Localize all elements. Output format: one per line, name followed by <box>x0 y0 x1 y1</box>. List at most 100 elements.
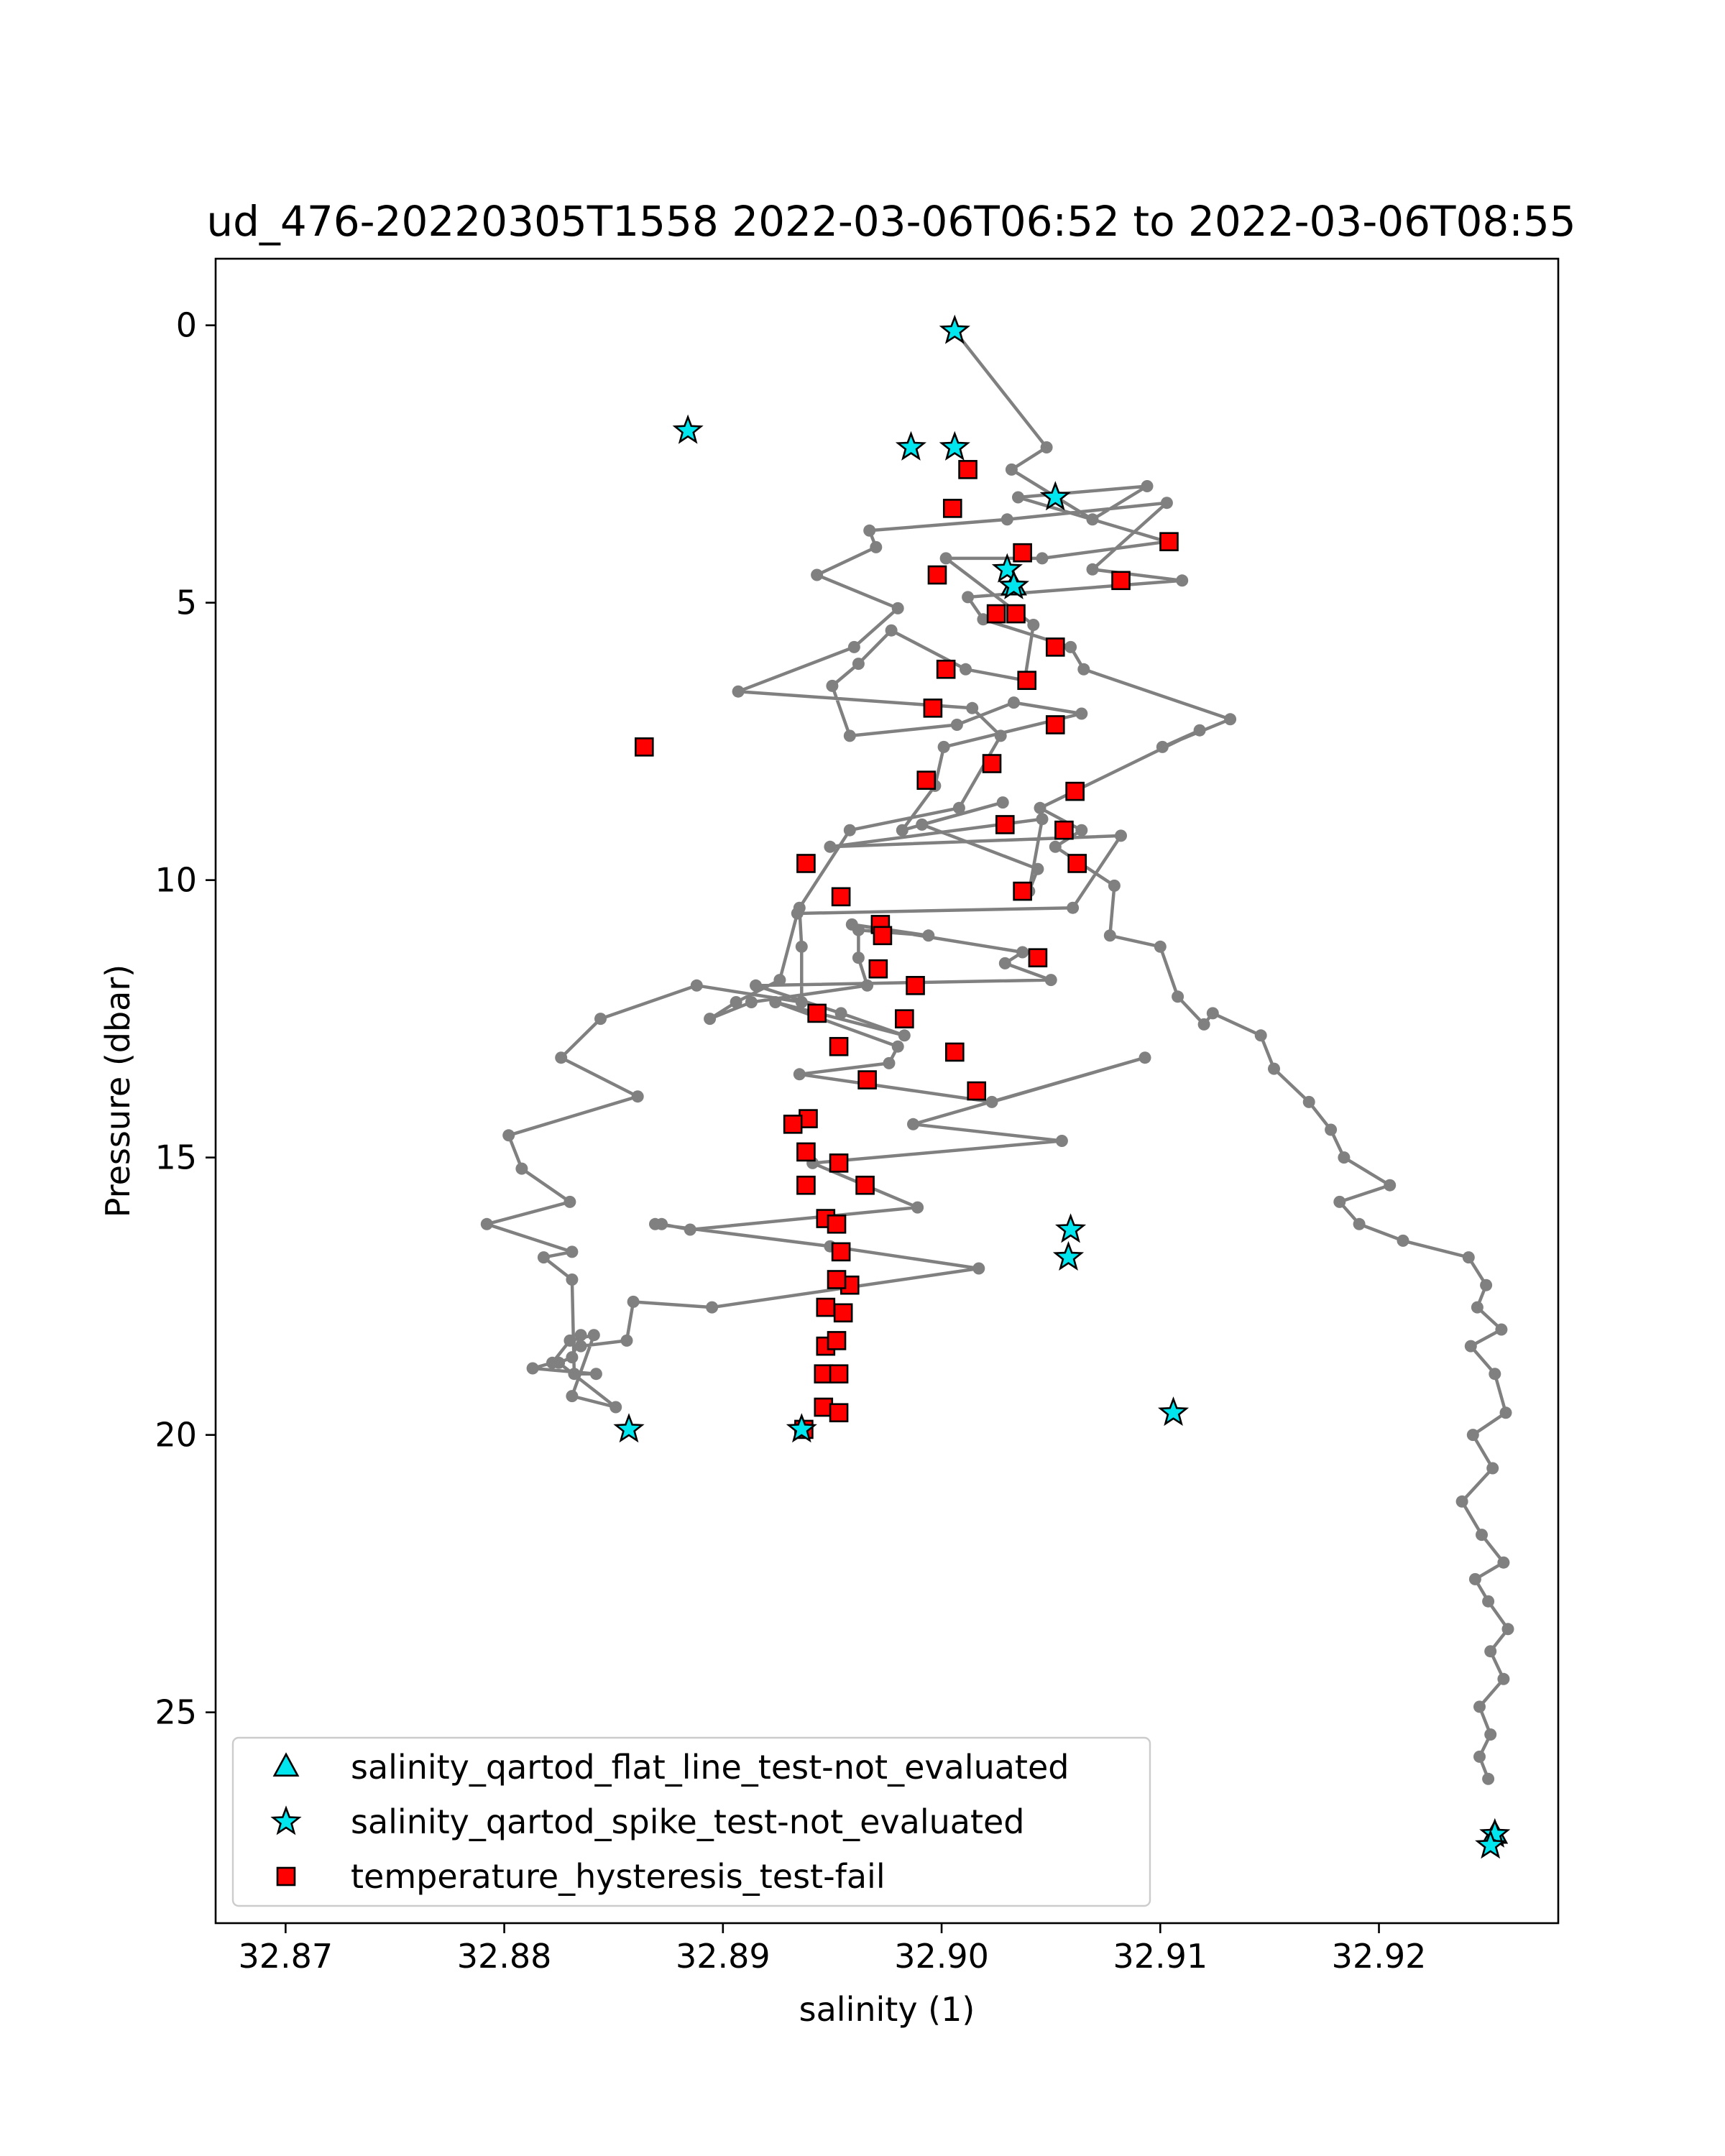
profile-point <box>911 1201 924 1214</box>
profile-point <box>1482 1595 1495 1608</box>
hysteresis-marker <box>855 1175 875 1195</box>
hysteresis-marker <box>634 737 654 757</box>
profile-point <box>515 1162 528 1175</box>
profile-point <box>939 552 952 565</box>
profile-point <box>1464 1340 1477 1353</box>
hysteresis-marker <box>827 1331 847 1350</box>
profile-point <box>1486 1462 1499 1475</box>
hysteresis-marker <box>827 1270 847 1289</box>
profile-point <box>998 957 1011 969</box>
profile-point <box>1031 862 1044 875</box>
profile-point <box>1497 1556 1510 1569</box>
profile-point <box>1055 1135 1068 1147</box>
profile-point <box>1353 1217 1366 1230</box>
x-tick-label: 32.88 <box>457 1937 552 1976</box>
profile-point <box>769 996 782 1008</box>
spike-marker <box>613 1413 645 1443</box>
profile-point <box>1497 1672 1510 1685</box>
profile-point <box>1501 1623 1514 1636</box>
profile-point <box>952 801 965 814</box>
legend-box <box>231 1736 1151 1907</box>
profile-point <box>1473 1750 1486 1763</box>
spike-marker <box>1157 1396 1190 1427</box>
profile-point <box>1473 1700 1486 1713</box>
profile-point <box>1115 829 1127 842</box>
profile-point <box>1108 879 1121 892</box>
spike-marker <box>672 414 704 444</box>
profile-point <box>594 1013 607 1026</box>
hysteresis-marker <box>945 1042 965 1062</box>
profile-point <box>526 1362 539 1375</box>
profile-point <box>566 1273 579 1286</box>
profile-point <box>1064 640 1077 653</box>
profile-point <box>589 1368 602 1381</box>
profile-point <box>546 1356 558 1369</box>
profile-point <box>883 1056 896 1069</box>
profile-point <box>1012 491 1024 504</box>
hysteresis-marker <box>783 1115 803 1134</box>
hysteresis-marker <box>831 1242 851 1262</box>
profile-point <box>1480 1279 1493 1291</box>
profile-point <box>1482 1772 1495 1785</box>
profile-point <box>1086 563 1099 576</box>
spike-marker <box>1055 1213 1087 1243</box>
y-tick-label: 15 <box>155 1138 197 1177</box>
profile-point <box>1103 929 1116 942</box>
profile-point <box>907 1118 919 1130</box>
spike-marker <box>895 430 926 461</box>
profile-point <box>1333 1195 1346 1208</box>
legend-marker-spike <box>270 1805 302 1835</box>
hysteresis-marker <box>1045 637 1065 657</box>
hysteresis-marker <box>1054 820 1074 840</box>
profile-point <box>950 719 963 731</box>
spike-marker <box>991 553 1023 583</box>
y-tick-label: 10 <box>155 861 197 900</box>
hysteresis-marker <box>923 699 943 718</box>
profile-point <box>704 1013 717 1026</box>
profile-point <box>574 1329 587 1342</box>
spike-marker <box>939 314 970 344</box>
profile-point <box>960 663 972 676</box>
profile-point <box>1049 840 1062 853</box>
legend-markers <box>270 1752 302 1886</box>
hysteresis-marker <box>796 1175 816 1195</box>
profile-point <box>1499 1406 1512 1419</box>
y-axis-label: Pressure (dbar) <box>98 964 137 1217</box>
legend-marker-flat-line <box>272 1752 300 1777</box>
profile-point <box>1075 707 1088 720</box>
profile-point <box>745 996 758 1008</box>
profile-point <box>852 952 865 964</box>
hysteresis-marker <box>807 1003 827 1023</box>
hysteresis-marker <box>831 887 851 907</box>
spike-marker <box>786 1413 817 1443</box>
hysteresis-marker <box>829 1403 849 1423</box>
profile-point <box>1462 1251 1475 1264</box>
profile-point <box>1468 1572 1481 1585</box>
legend-label-flat-line: salinity_qartod_flat_line_test-not_evalu… <box>351 1748 1069 1787</box>
profile-point <box>843 729 856 742</box>
profile-point <box>896 824 908 837</box>
x-tick-label: 32.89 <box>676 1937 770 1976</box>
profile-point <box>1067 901 1080 914</box>
profile-point <box>1172 990 1184 1003</box>
hysteresis-marker <box>895 1009 914 1028</box>
profile-point <box>564 1334 576 1347</box>
legend: salinity_qartod_flat_line_test-not_evalu… <box>231 1736 1151 1907</box>
x-axis: 32.87 32.88 32.89 32.90 32.91 32.92 <box>239 1923 1426 1976</box>
profile-point <box>574 1340 587 1353</box>
hysteresis-marker <box>916 770 937 790</box>
profile-point <box>1206 1007 1219 1020</box>
hysteresis-marker <box>796 854 816 873</box>
profile-point <box>610 1401 622 1414</box>
profile-point <box>555 1051 568 1064</box>
profile-point <box>730 996 742 1008</box>
profile-point <box>1075 824 1088 837</box>
profile-point <box>1000 513 1013 526</box>
profile-point <box>1086 513 1099 526</box>
spike-marker <box>1039 481 1071 511</box>
profile-point <box>977 613 990 626</box>
profile-point <box>916 818 929 831</box>
profile-point <box>1034 801 1046 814</box>
profile-point <box>1268 1062 1280 1075</box>
